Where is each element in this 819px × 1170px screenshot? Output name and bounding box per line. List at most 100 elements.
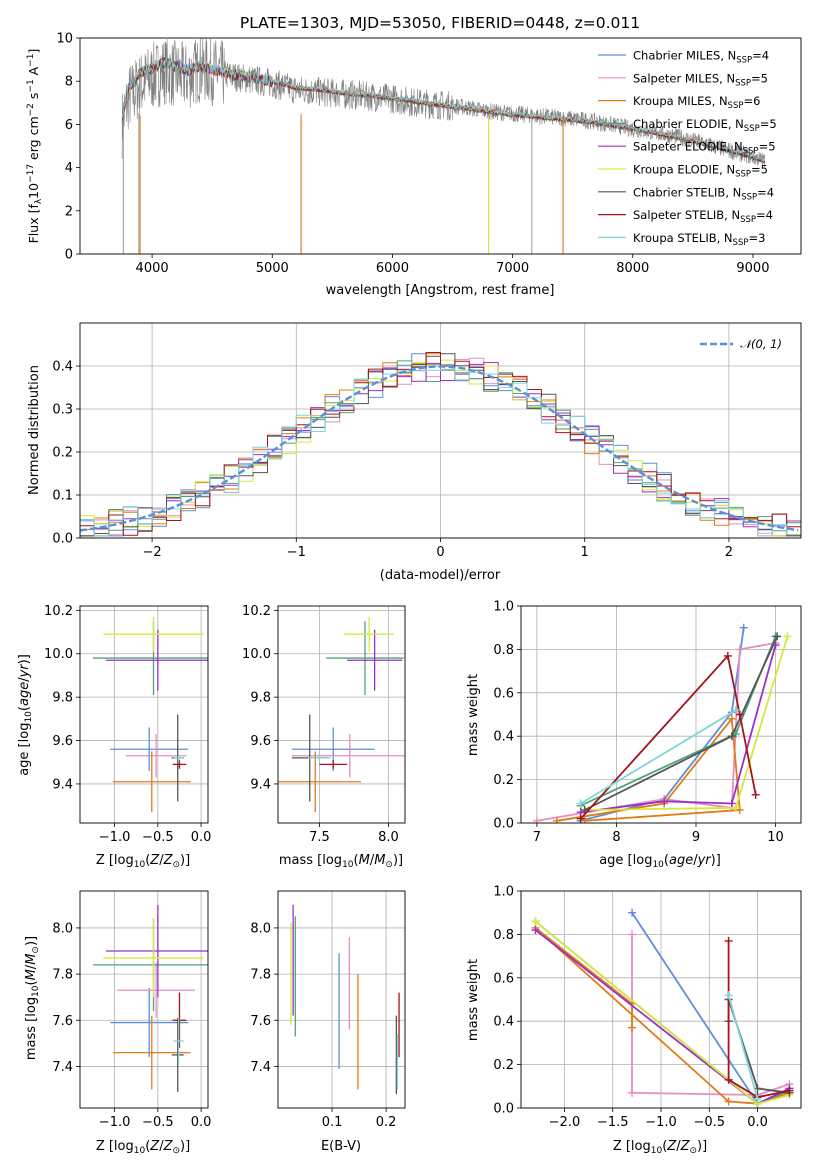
y-tick-label: 9.8 bbox=[52, 691, 73, 706]
legend-label-tail: =5 bbox=[751, 163, 768, 177]
y-tick-label: 9.6 bbox=[250, 734, 271, 749]
axes-frame bbox=[520, 890, 802, 1109]
legend-label: Kroupa STELIB, NSSP=3 bbox=[633, 231, 765, 248]
legend-label: Salpeter STELIB, NSSP=4 bbox=[633, 208, 773, 225]
x-tick-label: 5000 bbox=[256, 261, 289, 276]
plot-area bbox=[531, 908, 794, 1108]
axes-frame bbox=[79, 890, 209, 1109]
y-tick-label: 2 bbox=[65, 204, 73, 219]
y-tick-label: 0.2 bbox=[493, 773, 514, 788]
x-tick-label: 6000 bbox=[376, 261, 409, 276]
mwAge-ylabel: mass weight bbox=[466, 674, 481, 756]
plot-area bbox=[92, 904, 208, 1092]
x-tick-label: −0.5 bbox=[142, 830, 174, 845]
y-tick-label: 0.8 bbox=[493, 643, 514, 658]
mwAge-xlabel: age [log10(age/yr)] bbox=[599, 853, 721, 870]
mass-weight-marker bbox=[628, 1023, 637, 1032]
ageZ-xlabel: Z [log10(Z/Z⊙)] bbox=[96, 853, 190, 870]
y-tick-label: 1.0 bbox=[493, 600, 514, 615]
plot-area bbox=[532, 623, 792, 823]
mass-vs-Z-panel: −1.0 −0.5 0.0 7.4 7.6 7.8 8.0 bbox=[52, 890, 211, 1130]
plot-area bbox=[80, 352, 801, 537]
massZ-xlabel: Z [log10(Z/Z⊙)] bbox=[96, 1139, 190, 1156]
mass-weight-marker bbox=[731, 803, 740, 812]
residuals-panel: −2 −1 0 1 2 0.0 0.1 0.2 0.3 0.4 bbox=[52, 322, 802, 560]
x-tick-label: 0.0 bbox=[747, 1115, 768, 1130]
spectrum-panel: 4000 5000 6000 7000 8000 9000 0 2 4 6 8 10 bbox=[56, 32, 802, 276]
mass-weight-line bbox=[584, 636, 789, 811]
residual-histogram bbox=[80, 352, 801, 537]
x-tick-label: −0.5 bbox=[693, 1115, 725, 1130]
mass-weight-marker bbox=[783, 632, 792, 641]
mass-weight-marker bbox=[628, 1088, 637, 1097]
mwZ-xlabel: Z [log10(Z/Z⊙)] bbox=[613, 1139, 707, 1156]
y-tick-label: 0.2 bbox=[493, 1058, 514, 1073]
ageZ-ylabel: age [log10(age/yr)] bbox=[17, 654, 34, 776]
legend-label-tail: =5 bbox=[760, 117, 777, 131]
massE-xlabel: E(B-V) bbox=[321, 1139, 361, 1154]
x-tick-label: 0.0 bbox=[191, 830, 212, 845]
legend-label-tail: =4 bbox=[757, 185, 774, 199]
axes-frame bbox=[520, 605, 802, 824]
y-tick-label: 0.0 bbox=[493, 1102, 514, 1117]
y-tick-label: 0.0 bbox=[493, 817, 514, 832]
legend-label-tail: =5 bbox=[759, 140, 776, 154]
x-tick-label: 8 bbox=[612, 830, 620, 845]
x-tick-label: 0.1 bbox=[322, 1115, 343, 1130]
x-tick-label: 0.2 bbox=[376, 1115, 397, 1130]
y-tick-label: 0.1 bbox=[52, 489, 73, 504]
mass-weight-marker bbox=[660, 797, 669, 806]
x-tick-label: 9 bbox=[692, 830, 700, 845]
legend-label-tail: =4 bbox=[756, 208, 773, 222]
x-tick-label: −2.0 bbox=[549, 1115, 581, 1130]
mass-weight-marker bbox=[773, 632, 782, 641]
age-vs-Z-panel: −1.0 −0.5 0.0 9.4 9.6 9.8 10.0 10.2 bbox=[44, 604, 212, 845]
x-tick-label: −1.0 bbox=[645, 1115, 677, 1130]
legend-label-sub: SSP bbox=[736, 56, 752, 66]
x-tick-label: −0.5 bbox=[142, 1115, 174, 1130]
plot-area bbox=[121, 38, 766, 254]
mass-weight-marker bbox=[727, 732, 736, 741]
mass-weight-marker bbox=[580, 805, 589, 814]
x-tick-label: −1.0 bbox=[99, 1115, 131, 1130]
y-tick-label: 10.2 bbox=[242, 604, 271, 619]
legend-label-sub: SSP bbox=[744, 124, 760, 134]
legend-label: Chabrier ELODIE, NSSP=5 bbox=[633, 117, 777, 134]
mass-weight-marker bbox=[751, 790, 760, 799]
x-tick-label: 7 bbox=[533, 830, 541, 845]
y-tick-label: 10.0 bbox=[242, 647, 271, 662]
legend-label-sub: SSP bbox=[733, 238, 749, 248]
age-vs-mass-panel: 7.5 8.0 9.4 9.6 9.8 10.0 10.2 bbox=[242, 604, 406, 845]
x-tick-label: 1 bbox=[581, 545, 589, 560]
y-tick-label: 7.4 bbox=[52, 1060, 73, 1075]
normal-legend-label: 𝒩(0, 1) bbox=[740, 337, 782, 351]
x-tick-label: 8000 bbox=[616, 261, 649, 276]
legend-label: Chabrier MILES, NSSP=4 bbox=[633, 49, 769, 66]
mass-weight-marker bbox=[739, 623, 748, 632]
mass-weight-marker bbox=[723, 651, 732, 660]
residuals-legend: 𝒩(0, 1) bbox=[700, 337, 782, 351]
axes-frame bbox=[277, 605, 406, 824]
mass-weight-marker bbox=[628, 930, 637, 939]
legend-label-sub: SSP bbox=[735, 170, 751, 180]
y-tick-label: 0.8 bbox=[493, 928, 514, 943]
mass-weight-line bbox=[580, 653, 757, 820]
legend-label: Kroupa ELODIE, NSSP=5 bbox=[633, 163, 768, 180]
y-tick-label: 1.0 bbox=[493, 885, 514, 900]
model-spectrum bbox=[121, 57, 765, 163]
mass-weight-line bbox=[631, 912, 790, 1105]
mass-weight-marker bbox=[735, 710, 744, 719]
x-tick-label: 7.5 bbox=[309, 830, 330, 845]
x-tick-label: −1 bbox=[287, 545, 306, 560]
mass-weight-line bbox=[580, 644, 777, 813]
mass-weight-line bbox=[727, 994, 759, 1100]
x-tick-label: 9000 bbox=[736, 261, 769, 276]
residuals-ylabel: Normed distribution bbox=[27, 365, 42, 495]
figure-title: PLATE=1303, MJD=53050, FIBERID=0448, z=0… bbox=[240, 14, 640, 32]
y-tick-label: 7.6 bbox=[52, 1014, 73, 1029]
x-tick-label: 0 bbox=[436, 545, 444, 560]
mass-weight-marker bbox=[727, 714, 736, 723]
mwZ-ylabel: mass weight bbox=[466, 959, 481, 1041]
axes-frame bbox=[79, 37, 802, 255]
